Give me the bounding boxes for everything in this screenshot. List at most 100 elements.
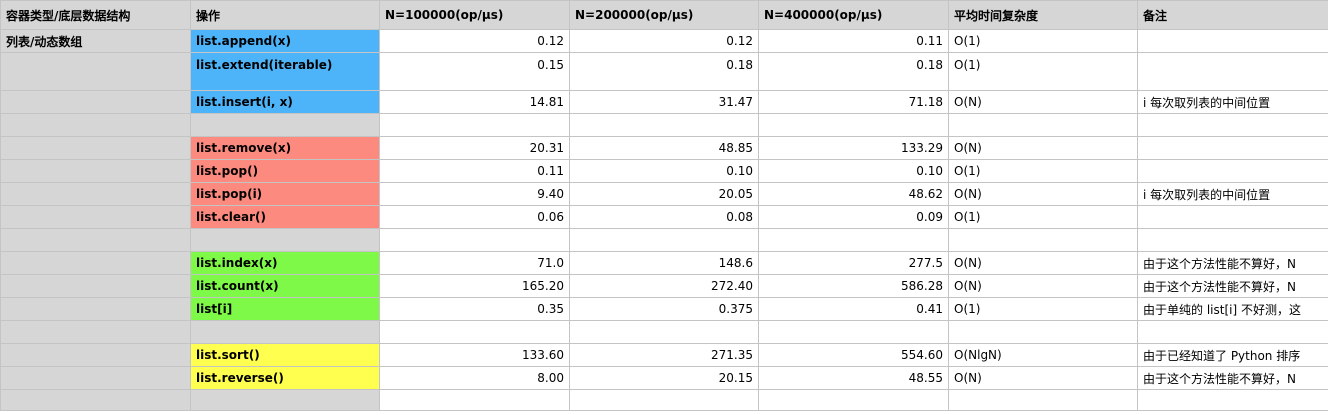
value-cell[interactable]: 554.60 [758, 343, 949, 367]
note-cell[interactable] [1137, 113, 1328, 137]
note-cell[interactable]: 由于单纯的 list[i] 不好测，这 [1137, 297, 1328, 321]
category-cell[interactable] [0, 274, 191, 298]
operation-cell[interactable] [190, 320, 380, 344]
operation-cell[interactable]: list.reverse() [190, 366, 380, 390]
value-cell[interactable] [758, 113, 949, 137]
complexity-cell[interactable]: O(1) [948, 159, 1138, 183]
value-cell[interactable]: 272.40 [569, 274, 759, 298]
value-cell[interactable]: 133.29 [758, 136, 949, 160]
header-cell-n200000[interactable]: N=200000(op/μs) [569, 0, 759, 30]
category-cell[interactable] [0, 320, 191, 344]
operation-cell[interactable]: list.index(x) [190, 251, 380, 275]
value-cell[interactable]: 165.20 [379, 274, 570, 298]
value-cell[interactable]: 0.15 [379, 52, 570, 91]
value-cell[interactable]: 9.40 [379, 182, 570, 206]
operation-cell[interactable]: list.pop(i) [190, 182, 380, 206]
complexity-cell[interactable]: O(N) [948, 274, 1138, 298]
note-cell[interactable] [1137, 136, 1328, 160]
category-cell[interactable] [0, 90, 191, 114]
operation-cell[interactable]: list.insert(i, x) [190, 90, 380, 114]
category-cell[interactable] [0, 366, 191, 390]
value-cell[interactable]: 20.05 [569, 182, 759, 206]
header-cell-n400000[interactable]: N=400000(op/μs) [758, 0, 949, 30]
value-cell[interactable]: 48.85 [569, 136, 759, 160]
value-cell[interactable]: 20.31 [379, 136, 570, 160]
note-cell[interactable] [1137, 159, 1328, 183]
note-cell[interactable] [1137, 29, 1328, 53]
complexity-cell[interactable]: O(N) [948, 366, 1138, 390]
value-cell[interactable]: 586.28 [758, 274, 949, 298]
header-cell-notes[interactable]: 备注 [1137, 0, 1328, 30]
value-cell[interactable]: 271.35 [569, 343, 759, 367]
category-cell[interactable] [0, 159, 191, 183]
operation-cell[interactable]: list.pop() [190, 159, 380, 183]
category-cell[interactable] [0, 343, 191, 367]
value-cell[interactable]: 0.08 [569, 205, 759, 229]
value-cell[interactable] [379, 113, 570, 137]
operation-cell[interactable]: list.extend(iterable) [190, 52, 380, 91]
value-cell[interactable] [758, 389, 949, 411]
operation-cell[interactable]: list.count(x) [190, 274, 380, 298]
value-cell[interactable]: 20.15 [569, 366, 759, 390]
value-cell[interactable]: 14.81 [379, 90, 570, 114]
operation-cell[interactable]: list.sort() [190, 343, 380, 367]
value-cell[interactable]: 0.10 [758, 159, 949, 183]
complexity-cell[interactable]: O(N) [948, 251, 1138, 275]
note-cell[interactable] [1137, 389, 1328, 411]
note-cell[interactable] [1137, 52, 1328, 91]
note-cell[interactable]: 由于这个方法性能不算好，N [1137, 274, 1328, 298]
operation-cell[interactable]: list[i] [190, 297, 380, 321]
category-cell[interactable] [0, 182, 191, 206]
complexity-cell[interactable] [948, 389, 1138, 411]
category-cell[interactable] [0, 205, 191, 229]
category-cell[interactable] [0, 228, 191, 252]
value-cell[interactable]: 0.18 [758, 52, 949, 91]
value-cell[interactable]: 0.35 [379, 297, 570, 321]
operation-cell[interactable] [190, 389, 380, 411]
value-cell[interactable]: 48.55 [758, 366, 949, 390]
note-cell[interactable]: 由于这个方法性能不算好，N [1137, 366, 1328, 390]
value-cell[interactable] [569, 320, 759, 344]
operation-cell[interactable] [190, 113, 380, 137]
category-cell[interactable] [0, 52, 191, 91]
operation-cell[interactable]: list.append(x) [190, 29, 380, 53]
value-cell[interactable]: 0.18 [569, 52, 759, 91]
value-cell[interactable] [379, 320, 570, 344]
complexity-cell[interactable]: O(N) [948, 90, 1138, 114]
header-cell-complexity[interactable]: 平均时间复杂度 [948, 0, 1138, 30]
value-cell[interactable]: 0.06 [379, 205, 570, 229]
value-cell[interactable]: 48.62 [758, 182, 949, 206]
category-cell[interactable] [0, 297, 191, 321]
value-cell[interactable]: 0.10 [569, 159, 759, 183]
value-cell[interactable]: 71.18 [758, 90, 949, 114]
value-cell[interactable]: 277.5 [758, 251, 949, 275]
complexity-cell[interactable]: O(1) [948, 297, 1138, 321]
complexity-cell[interactable]: O(1) [948, 29, 1138, 53]
category-cell[interactable]: 列表/动态数组 [0, 29, 191, 53]
value-cell[interactable] [379, 389, 570, 411]
note-cell[interactable] [1137, 320, 1328, 344]
value-cell[interactable]: 0.09 [758, 205, 949, 229]
value-cell[interactable]: 148.6 [569, 251, 759, 275]
complexity-cell[interactable] [948, 113, 1138, 137]
complexity-cell[interactable] [948, 320, 1138, 344]
header-cell-n100000[interactable]: N=100000(op/μs) [379, 0, 570, 30]
note-cell[interactable]: i 每次取列表的中间位置 [1137, 90, 1328, 114]
value-cell[interactable] [569, 389, 759, 411]
note-cell[interactable]: i 每次取列表的中间位置 [1137, 182, 1328, 206]
complexity-cell[interactable]: O(1) [948, 52, 1138, 91]
value-cell[interactable] [379, 228, 570, 252]
category-cell[interactable] [0, 136, 191, 160]
value-cell[interactable]: 0.11 [379, 159, 570, 183]
value-cell[interactable] [569, 228, 759, 252]
value-cell[interactable]: 0.11 [758, 29, 949, 53]
operation-cell[interactable] [190, 228, 380, 252]
complexity-cell[interactable] [948, 228, 1138, 252]
value-cell[interactable]: 0.12 [379, 29, 570, 53]
note-cell[interactable]: 由于已经知道了 Python 排序 [1137, 343, 1328, 367]
header-cell-operation[interactable]: 操作 [190, 0, 380, 30]
value-cell[interactable]: 133.60 [379, 343, 570, 367]
value-cell[interactable]: 0.12 [569, 29, 759, 53]
category-cell[interactable] [0, 389, 191, 411]
note-cell[interactable] [1137, 205, 1328, 229]
